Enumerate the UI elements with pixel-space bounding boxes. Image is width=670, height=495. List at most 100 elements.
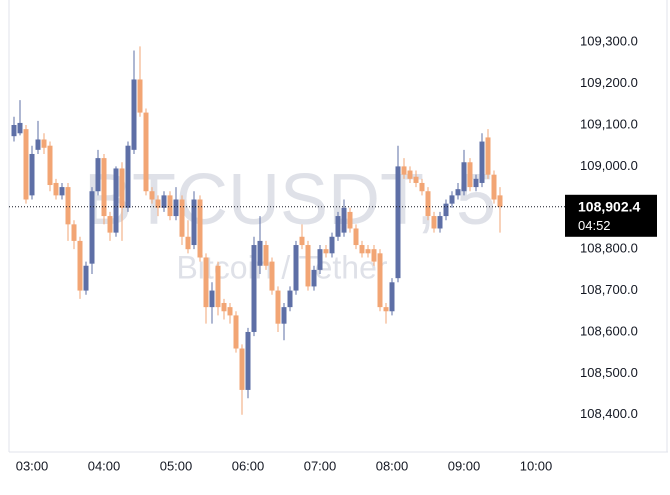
last-price-box [565,194,657,237]
candle-body [479,141,485,183]
candle-body [227,307,233,316]
candle-body [221,302,227,312]
candle-body [77,240,83,291]
candle-body [269,261,275,291]
candle-body [497,195,503,207]
candle-body [197,199,203,258]
candle-body [203,257,209,308]
x-tick-label: 04:00 [88,458,121,473]
candle-body [263,245,269,266]
candle-body [179,199,185,237]
candle-body [383,307,389,312]
candle-body [245,331,251,390]
candle-body [65,187,71,225]
candle-body [335,216,341,237]
candle-body [83,265,89,291]
candle-body [131,79,137,150]
candle-body [125,145,131,208]
candle-body [491,174,497,200]
candle-body [317,249,323,270]
candle-body [23,129,29,200]
candle-body [473,178,479,188]
candle-body [17,122,23,134]
candle-body [359,245,365,254]
candle-body [305,245,311,287]
x-tick-label: 03:00 [16,458,49,473]
candle-body [161,195,167,208]
candle-body [365,249,371,254]
candle-body [143,112,149,192]
x-tick-label: 09:00 [448,458,481,473]
candle-body [455,189,461,196]
candle-body [395,166,401,279]
candle-body [167,195,173,217]
x-tick-label: 10:00 [520,458,553,473]
candle-body [431,216,437,229]
candle-body [137,79,143,113]
candle-body [275,290,281,324]
candle-body [257,240,263,266]
candle-body [341,207,347,233]
candle-body [251,245,257,332]
candle-body [29,153,35,196]
x-tick-label: 07:00 [304,458,337,473]
countdown-label: 04:52 [578,218,611,233]
candle-body [353,228,359,246]
candle-body [287,290,293,308]
candle-body [53,182,59,196]
y-tick-label: 108,400.0 [580,406,638,421]
y-tick-label: 109,200.0 [580,75,638,90]
candle-body [41,139,47,148]
candle-body [323,249,329,254]
y-tick-label: 109,100.0 [580,116,638,131]
candle-body [95,158,101,192]
candle-body [437,216,443,229]
candle-body [413,176,419,183]
candle-body [401,166,407,175]
y-tick-label: 109,000.0 [580,158,638,173]
candle-body [101,158,107,217]
candle-body [377,253,383,308]
candle-body [449,195,455,204]
candle-body [485,137,491,175]
candle-body [443,203,449,217]
candle-body [407,170,413,179]
y-tick-label: 108,600.0 [580,323,638,338]
y-tick-label: 108,800.0 [580,241,638,256]
candle-body [311,269,317,287]
y-tick-label: 108,700.0 [580,282,638,297]
candle-body [173,199,179,217]
watermark-description: Bitcoin / Tether [176,249,387,285]
candle-body [215,265,221,308]
candle-body [119,168,125,208]
candle-body [47,145,53,186]
candle-body [149,191,155,200]
y-tick-label: 108,500.0 [580,365,638,380]
candle-body [239,348,245,390]
candle-body [467,162,473,188]
x-tick-label: 08:00 [376,458,409,473]
candle-body [299,236,305,246]
candle-body [209,290,215,308]
candle-body [107,216,113,233]
y-tick-label: 109,300.0 [580,34,638,49]
candle-body [185,236,191,250]
candle-body [89,191,95,264]
candle-body [233,315,239,349]
candle-body [113,168,119,233]
candle-body [347,211,353,229]
candle-body [293,245,299,291]
candle-body [329,236,335,254]
candle-body [59,187,65,196]
candle-body [191,199,197,246]
candle-body [11,125,17,137]
candle-body [281,307,287,324]
x-tick-label: 06:00 [232,458,265,473]
candle-body [71,224,77,241]
candle-body [461,162,467,192]
candle-body [419,182,425,192]
last-price-label: 108,902.4 [578,198,640,214]
candle-body [155,199,161,208]
